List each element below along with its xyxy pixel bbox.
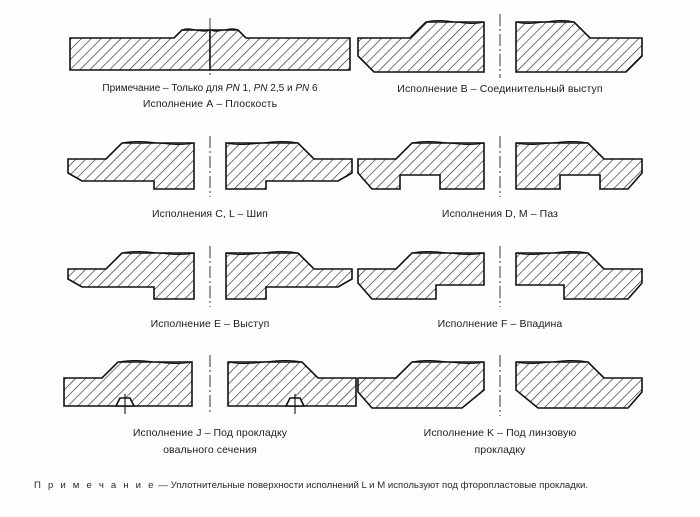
panel-K-caption-line2: прокладку bbox=[474, 443, 526, 456]
panel-flange-A: Примечание – Только для PN 1, PN 2,5 и P… bbox=[62, 8, 358, 112]
panel-A-caption: Исполнение А – Плоскость bbox=[142, 98, 278, 110]
flange-section-CL bbox=[67, 136, 353, 197]
panel-A-note: Примечание – Только для PN 1, PN 2,5 и P… bbox=[62, 82, 358, 95]
panel-flange-DM: Исполнения D, M – Паз bbox=[352, 133, 648, 222]
pn-value-2: 2,5 и bbox=[267, 83, 296, 94]
flange-section-E bbox=[67, 246, 353, 307]
pn-label-2: PN bbox=[253, 83, 268, 94]
flange-section-B bbox=[357, 14, 643, 78]
flange-section-A bbox=[69, 18, 351, 76]
footer-note-lead: П р и м е ч а н и е bbox=[34, 480, 156, 491]
panel-CL-caption: Исполнения C, L – Шип bbox=[152, 208, 268, 220]
note-lead: Примечание – Только для bbox=[102, 83, 226, 94]
footer-note-dash: — bbox=[155, 480, 171, 491]
pn-label-3: PN bbox=[295, 83, 310, 94]
panel-E-caption: Исполнение E – Выступ bbox=[150, 318, 270, 330]
panel-F-caption: Исполнение F – Впадина bbox=[437, 318, 563, 330]
flange-section-DM bbox=[357, 136, 643, 197]
panel-flange-J: Исполнение J – Под прокладку овального с… bbox=[62, 352, 358, 457]
footer-note: П р и м е ч а н и е — Уплотнительные пов… bbox=[34, 478, 670, 493]
panel-B-caption: Исполнение B – Соединительный выступ bbox=[397, 83, 603, 95]
panel-DM-caption: Исполнения D, M – Паз bbox=[441, 208, 559, 220]
panel-flange-E: Исполнение E – Выступ bbox=[62, 243, 358, 332]
panel-J-caption: Исполнение J – Под прокладку bbox=[132, 427, 288, 439]
flange-section-K bbox=[357, 355, 643, 416]
flange-section-J bbox=[63, 355, 357, 414]
panel-K-caption: Исполнение K – Под линзовую bbox=[423, 427, 577, 439]
pn-value-3: 6 bbox=[309, 83, 318, 94]
footer-note-text: Уплотнительные поверхности исполнений L … bbox=[170, 480, 589, 491]
pn-value-1: 1, bbox=[239, 83, 254, 94]
panel-flange-CL: Исполнения C, L – Шип bbox=[62, 133, 358, 222]
panel-flange-K: Исполнение K – Под линзовую прокладку bbox=[352, 352, 648, 457]
pn-label-1: PN bbox=[225, 83, 240, 94]
flange-section-F bbox=[357, 246, 643, 307]
panel-flange-F: Исполнение F – Впадина bbox=[352, 243, 648, 332]
panel-J-caption-line2: овального сечения bbox=[163, 443, 257, 456]
panel-flange-B: Исполнение B – Соединительный выступ bbox=[352, 8, 648, 97]
